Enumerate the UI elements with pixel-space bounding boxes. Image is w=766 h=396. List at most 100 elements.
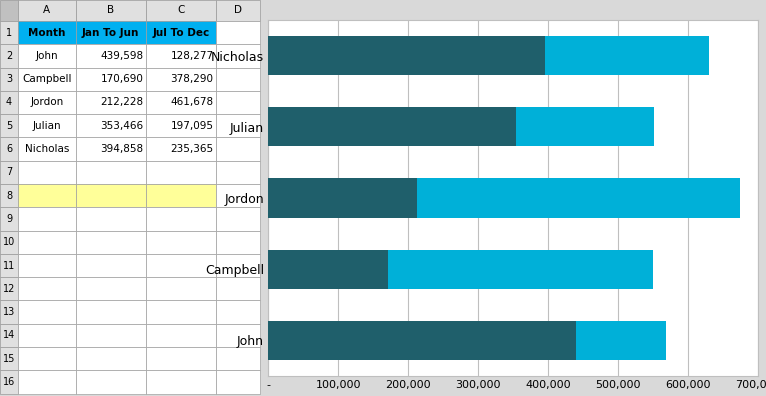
Text: 6: 6 (6, 144, 12, 154)
FancyBboxPatch shape (76, 277, 146, 301)
FancyBboxPatch shape (146, 184, 216, 208)
FancyBboxPatch shape (0, 0, 18, 21)
Text: 9: 9 (6, 214, 12, 224)
Text: 1: 1 (6, 28, 12, 38)
FancyBboxPatch shape (76, 347, 146, 370)
FancyBboxPatch shape (216, 21, 260, 44)
FancyBboxPatch shape (76, 68, 146, 91)
FancyBboxPatch shape (146, 347, 216, 370)
FancyBboxPatch shape (18, 44, 76, 68)
FancyBboxPatch shape (216, 208, 260, 230)
FancyBboxPatch shape (76, 370, 146, 394)
Bar (268, 107, 516, 147)
Text: 353,466: 353,466 (100, 121, 143, 131)
FancyBboxPatch shape (76, 114, 146, 137)
FancyBboxPatch shape (216, 91, 260, 114)
FancyBboxPatch shape (216, 44, 260, 68)
Text: Campbell: Campbell (22, 74, 72, 84)
FancyBboxPatch shape (76, 230, 146, 254)
FancyBboxPatch shape (146, 208, 216, 230)
Bar (417, 179, 740, 217)
FancyBboxPatch shape (18, 347, 76, 370)
FancyBboxPatch shape (216, 347, 260, 370)
Text: 2: 2 (6, 51, 12, 61)
FancyBboxPatch shape (146, 161, 216, 184)
FancyBboxPatch shape (0, 68, 18, 91)
FancyBboxPatch shape (18, 230, 76, 254)
Text: 378,290: 378,290 (171, 74, 214, 84)
Text: 212,228: 212,228 (100, 97, 143, 107)
FancyBboxPatch shape (216, 277, 260, 301)
Text: 4: 4 (6, 97, 12, 107)
FancyBboxPatch shape (76, 184, 146, 208)
Text: Jul To Dec: Jul To Dec (152, 28, 210, 38)
FancyBboxPatch shape (146, 21, 216, 44)
FancyBboxPatch shape (18, 324, 76, 347)
Bar (268, 179, 417, 217)
FancyBboxPatch shape (76, 208, 146, 230)
FancyBboxPatch shape (146, 301, 216, 324)
FancyBboxPatch shape (18, 0, 76, 21)
Text: 7: 7 (6, 168, 12, 177)
FancyBboxPatch shape (0, 370, 18, 394)
Text: B: B (107, 6, 114, 15)
FancyBboxPatch shape (146, 114, 216, 137)
FancyBboxPatch shape (76, 91, 146, 114)
FancyBboxPatch shape (0, 254, 18, 277)
Text: 12: 12 (3, 284, 15, 294)
FancyBboxPatch shape (0, 301, 18, 324)
FancyBboxPatch shape (18, 114, 76, 137)
FancyBboxPatch shape (216, 301, 260, 324)
FancyBboxPatch shape (18, 161, 76, 184)
Text: D: D (234, 6, 242, 15)
Text: 5: 5 (6, 121, 12, 131)
FancyBboxPatch shape (18, 21, 76, 44)
Bar (516, 107, 653, 147)
Text: 170,690: 170,690 (100, 74, 143, 84)
Bar (576, 321, 666, 360)
FancyBboxPatch shape (76, 21, 146, 44)
Text: 13: 13 (3, 307, 15, 317)
FancyBboxPatch shape (0, 91, 18, 114)
FancyBboxPatch shape (0, 44, 18, 68)
FancyBboxPatch shape (0, 114, 18, 137)
FancyBboxPatch shape (216, 184, 260, 208)
FancyBboxPatch shape (216, 370, 260, 394)
FancyBboxPatch shape (216, 137, 260, 161)
Text: 14: 14 (3, 330, 15, 341)
FancyBboxPatch shape (146, 0, 216, 21)
FancyBboxPatch shape (0, 184, 18, 208)
FancyBboxPatch shape (18, 370, 76, 394)
FancyBboxPatch shape (146, 254, 216, 277)
FancyBboxPatch shape (0, 347, 18, 370)
Text: Nicholas: Nicholas (25, 144, 69, 154)
Text: 128,277: 128,277 (171, 51, 214, 61)
Text: Jan To Jun: Jan To Jun (82, 28, 139, 38)
FancyBboxPatch shape (216, 68, 260, 91)
FancyBboxPatch shape (0, 161, 18, 184)
FancyBboxPatch shape (0, 21, 18, 44)
FancyBboxPatch shape (18, 91, 76, 114)
Text: Jordon: Jordon (30, 97, 64, 107)
FancyBboxPatch shape (76, 0, 146, 21)
Text: 15: 15 (3, 354, 15, 364)
FancyBboxPatch shape (216, 0, 260, 21)
FancyBboxPatch shape (0, 208, 18, 230)
Text: 8: 8 (6, 190, 12, 201)
Bar (545, 36, 709, 75)
FancyBboxPatch shape (0, 324, 18, 347)
FancyBboxPatch shape (18, 277, 76, 301)
FancyBboxPatch shape (76, 137, 146, 161)
FancyBboxPatch shape (76, 161, 146, 184)
FancyBboxPatch shape (18, 254, 76, 277)
FancyBboxPatch shape (0, 137, 18, 161)
Text: C: C (177, 6, 185, 15)
Text: 16: 16 (3, 377, 15, 387)
FancyBboxPatch shape (216, 114, 260, 137)
FancyBboxPatch shape (146, 91, 216, 114)
FancyBboxPatch shape (146, 137, 216, 161)
Text: 235,365: 235,365 (171, 144, 214, 154)
Text: John: John (35, 51, 58, 61)
FancyBboxPatch shape (18, 301, 76, 324)
FancyBboxPatch shape (146, 68, 216, 91)
